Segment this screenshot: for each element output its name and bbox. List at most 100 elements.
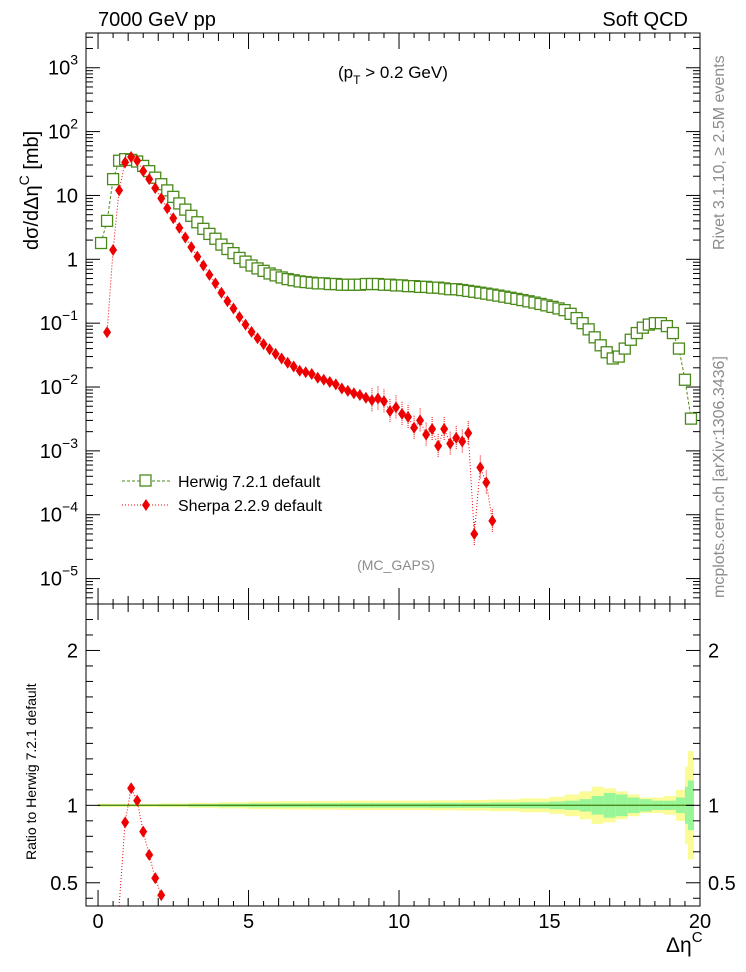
sherpa-point — [343, 384, 352, 397]
sherpa-point — [422, 428, 431, 441]
sherpa-point — [109, 243, 118, 256]
y-tick-label: 10−1 — [40, 307, 78, 335]
sherpa-point — [241, 318, 250, 331]
ratio-y-tick-labels: 0.5 0.5 1 1 2 2 — [50, 640, 736, 894]
sherpa-point — [265, 343, 274, 356]
herwig-point — [672, 342, 686, 355]
sherpa-point — [482, 476, 491, 489]
sherpa-point — [488, 514, 497, 527]
sherpa-point — [175, 221, 184, 234]
sherpa-point — [373, 392, 382, 405]
legend-sherpa-label: Sherpa 2.2.9 default — [178, 498, 323, 515]
y-tick-label: 102 — [48, 116, 78, 144]
sherpa-point — [283, 356, 292, 369]
sherpa-point — [325, 375, 334, 388]
sherpa-point — [458, 435, 467, 448]
y-tick-label: 10−4 — [40, 499, 78, 527]
sherpa-point — [115, 184, 124, 197]
pt-cut-annotation: (pT > 0.2 GeV) — [338, 63, 448, 87]
ratio-y-tick-label-right: 1 — [708, 795, 719, 817]
header-right-title: Soft QCD — [602, 9, 688, 31]
herwig-point — [678, 373, 692, 386]
ratio-y-axis-label: Ratio to Herwig 7.2.1 default — [23, 683, 39, 860]
sherpa-point — [103, 326, 112, 339]
header-left-title: 7000 GeV pp — [98, 9, 216, 31]
sherpa-point — [434, 439, 443, 452]
herwig-point — [684, 412, 698, 425]
sherpa-point — [289, 360, 298, 373]
sherpa-point — [133, 154, 142, 167]
herwig-series — [94, 153, 698, 425]
sherpa-point — [416, 414, 425, 427]
sherpa-point — [121, 156, 130, 169]
herwig-point — [100, 214, 114, 228]
ratio-sherpa-point — [133, 794, 142, 807]
sherpa-point — [319, 373, 328, 386]
sherpa-point — [331, 378, 340, 391]
sherpa-point — [217, 286, 226, 299]
analysis-watermark: (MC_GAPS) — [357, 557, 435, 573]
herwig-point — [666, 326, 680, 340]
legend-sherpa-marker — [142, 499, 150, 511]
sherpa-point — [446, 437, 455, 450]
y-tick-label: 103 — [48, 52, 78, 80]
ratio-sherpa-point — [139, 825, 148, 838]
sherpa-point — [181, 231, 190, 244]
main-y-axis-label: dσ/dΔηC [mb] — [16, 131, 43, 250]
ratio-plot-frame — [85, 603, 701, 907]
sherpa-point — [470, 527, 479, 540]
ratio-sherpa-point — [127, 782, 136, 795]
sherpa-point — [259, 338, 268, 351]
sherpa-point — [193, 250, 202, 263]
sherpa-point — [398, 407, 407, 420]
sherpa-point — [205, 268, 214, 281]
y-tick-label: 10−5 — [40, 563, 78, 591]
x-tick-labels: 0 5 10 15 20 — [92, 911, 711, 933]
herwig-point — [94, 236, 108, 250]
sherpa-point — [277, 352, 286, 365]
sherpa-point — [349, 387, 358, 400]
ratio-plot-panel: 0.5 0.5 1 1 2 2 0 5 10 15 20 Ratio to Herwig 7.2.… — [23, 603, 736, 957]
rivet-version-label: Rivet 3.1.10, ≥ 2.5M events — [711, 55, 728, 250]
legend-herwig-label: Herwig 7.2.1 default — [178, 474, 321, 491]
sherpa-point — [211, 277, 220, 290]
sherpa-point — [253, 332, 262, 345]
sherpa-point — [271, 347, 280, 360]
sherpa-series — [103, 151, 497, 546]
ratio-sherpa-point — [145, 848, 154, 861]
sherpa-point — [169, 212, 178, 225]
x-tick-label: 0 — [92, 911, 103, 933]
x-tick-label: 5 — [243, 911, 254, 933]
y-tick-label: 1 — [67, 249, 78, 271]
ratio-sherpa-point — [121, 816, 130, 829]
ratio-y-tick-label-right: 2 — [708, 640, 719, 662]
ratio-sherpa-point — [157, 889, 166, 902]
y-tick-label: 10 — [56, 185, 78, 207]
sherpa-point — [464, 427, 473, 440]
sherpa-point — [355, 388, 364, 401]
x-tick-label: 20 — [689, 911, 711, 933]
legend: Herwig 7.2.1 default Sherpa 2.2.9 defaul… — [122, 474, 323, 515]
ratio-y-tick-label-left: 1 — [67, 795, 78, 817]
sherpa-point — [410, 421, 419, 434]
ratio-y-tick-label-right: 0.5 — [708, 873, 736, 895]
sherpa-point — [127, 151, 136, 164]
main-plot-frame — [85, 32, 701, 605]
ratio-sherpa-series — [118, 782, 166, 907]
sherpa-point — [199, 259, 208, 272]
herwig-point — [106, 173, 120, 186]
ratio-axis-ticks — [86, 618, 700, 899]
sherpa-point — [361, 391, 370, 404]
sherpa-point — [476, 461, 485, 474]
ratio-y-tick-label-left: 2 — [67, 640, 78, 662]
sherpa-point — [452, 431, 461, 444]
ratio-sherpa-point — [151, 872, 160, 885]
x-axis-label: ΔηC — [666, 929, 703, 957]
sherpa-point — [379, 395, 388, 408]
x-tick-label: 10 — [388, 911, 410, 933]
sherpa-point — [247, 325, 256, 338]
sherpa-point — [367, 394, 376, 407]
